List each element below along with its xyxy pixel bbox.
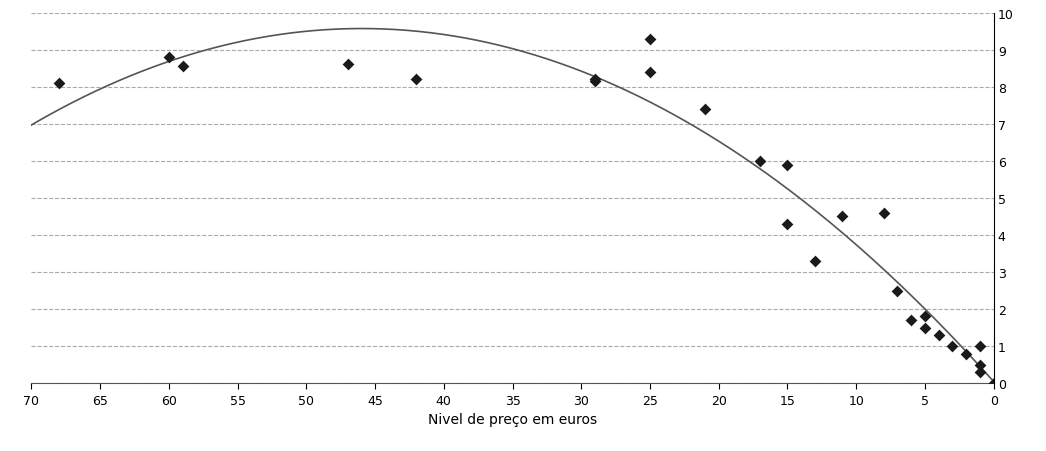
Point	[930, 331, 947, 339]
Point	[972, 368, 988, 376]
Point	[160, 54, 177, 61]
Point	[697, 106, 713, 113]
Point	[50, 80, 67, 87]
Point	[641, 36, 658, 43]
Point	[779, 161, 796, 169]
Point	[806, 258, 823, 265]
Point	[945, 343, 961, 350]
Point	[834, 213, 850, 221]
Point	[752, 158, 769, 165]
Point	[903, 317, 919, 324]
Point	[958, 350, 975, 357]
Point	[972, 343, 988, 350]
X-axis label: Nivel de preço em euros: Nivel de preço em euros	[428, 412, 597, 426]
Point	[641, 69, 658, 76]
Point	[916, 324, 933, 331]
Point	[175, 64, 191, 71]
Point	[876, 210, 892, 217]
Point	[889, 287, 906, 295]
Point	[339, 62, 356, 69]
Point	[985, 380, 1002, 387]
Point	[587, 78, 604, 86]
Point	[408, 77, 425, 84]
Point	[587, 77, 604, 84]
Point	[972, 361, 988, 368]
Point	[916, 313, 933, 320]
Point	[779, 221, 796, 228]
